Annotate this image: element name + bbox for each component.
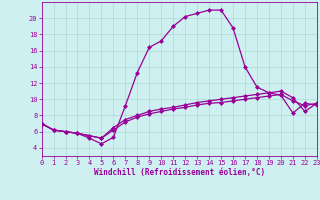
- X-axis label: Windchill (Refroidissement éolien,°C): Windchill (Refroidissement éolien,°C): [94, 168, 265, 177]
